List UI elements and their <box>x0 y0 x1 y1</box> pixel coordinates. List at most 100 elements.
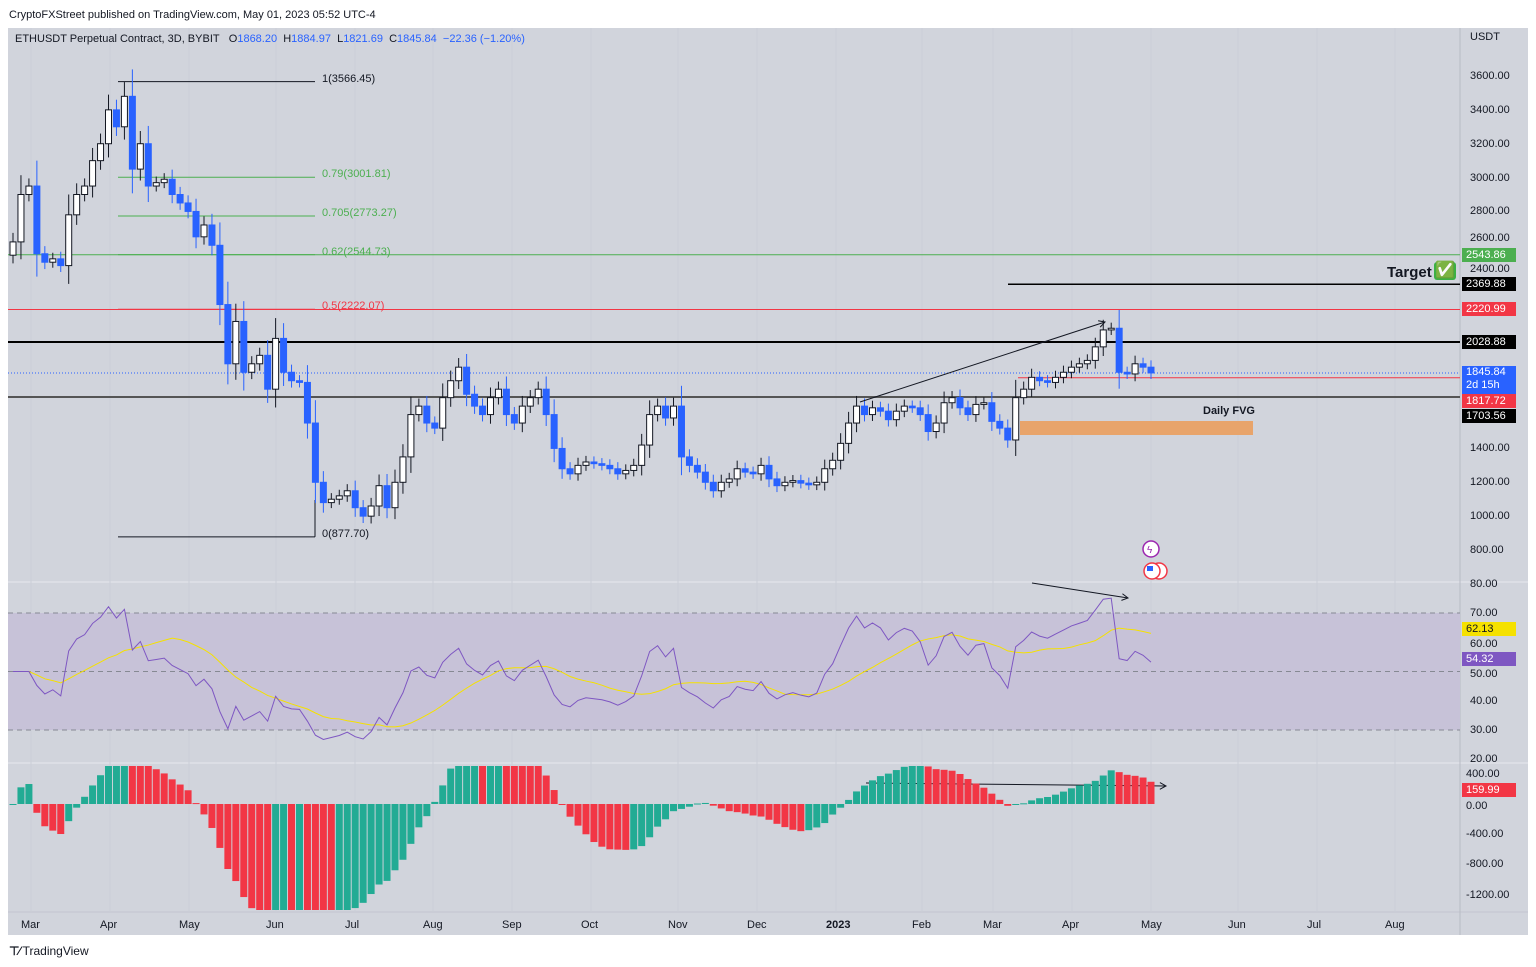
momentum-bar <box>81 796 89 804</box>
price-tag-value: 2369.88 <box>1466 278 1506 291</box>
candle <box>1012 397 1020 441</box>
fib-label: 0.79(3001.81) <box>322 168 391 181</box>
bar-countdown: 2d 15h <box>1466 378 1500 391</box>
candle <box>343 490 351 497</box>
time-tick: Feb <box>912 919 931 931</box>
price-tag-value: 1845.84 <box>1466 365 1506 378</box>
candle <box>916 407 924 416</box>
momentum-bar <box>996 799 1004 804</box>
price-tag-value: 2220.99 <box>1466 303 1506 316</box>
candle <box>932 422 940 433</box>
candle <box>757 464 765 475</box>
momentum-bar <box>415 804 423 828</box>
momentum-bar <box>391 804 399 871</box>
candle <box>773 478 781 487</box>
logo-text: TradingView <box>22 944 89 958</box>
momentum-bar <box>1091 780 1099 804</box>
flag-canton <box>1147 566 1153 571</box>
symbol-name[interactable]: ETHUSDT Perpetual Contract, 3D, BYBIT <box>15 33 220 45</box>
rsi-line <box>13 597 1152 740</box>
momentum-bar <box>757 804 765 817</box>
momentum-bar <box>1059 791 1067 804</box>
time-tick: Aug <box>1385 919 1405 931</box>
price-tag: 1703.56 <box>1462 409 1516 423</box>
change-value: −22.36 (−1.20%) <box>442 33 525 45</box>
momentum-bar <box>510 766 518 804</box>
momentum-bar <box>972 783 980 804</box>
candle <box>399 456 407 483</box>
candle <box>908 405 916 409</box>
candle <box>431 422 439 429</box>
candle <box>1052 376 1060 383</box>
price-tick: 1400.00 <box>1470 442 1510 455</box>
momentum-bar <box>295 804 303 910</box>
candle <box>415 405 423 416</box>
momentum-line-arrowhead <box>1159 782 1168 790</box>
candle <box>534 388 542 399</box>
candle <box>558 447 566 470</box>
candle <box>940 402 948 424</box>
momentum-bar <box>486 766 494 804</box>
candle <box>924 414 932 433</box>
momentum-bar <box>479 766 487 804</box>
candle <box>49 258 57 263</box>
candle <box>367 505 375 517</box>
candle <box>789 480 797 483</box>
candle <box>606 464 614 470</box>
candle <box>685 456 693 466</box>
candle <box>980 402 988 405</box>
candle <box>988 402 996 422</box>
lightning-event-icon <box>1142 540 1160 558</box>
candle <box>423 405 431 424</box>
price-tick: 1000.00 <box>1470 510 1510 523</box>
momentum-bar <box>693 803 701 805</box>
candle <box>1139 363 1147 368</box>
chart-area[interactable] <box>8 28 1528 935</box>
candle <box>168 178 176 196</box>
candle <box>542 388 550 416</box>
currency-label: USDT <box>1470 31 1500 43</box>
candle <box>463 366 471 395</box>
momentum-bar <box>566 804 574 817</box>
candle <box>876 407 884 412</box>
candle <box>670 405 678 419</box>
momentum-bar <box>200 804 208 815</box>
candle <box>200 224 208 238</box>
candle <box>1107 327 1115 331</box>
candle <box>319 481 327 504</box>
candle <box>486 397 494 416</box>
momentum-bar <box>932 769 940 804</box>
momentum-bar <box>89 785 97 804</box>
candle <box>391 481 399 509</box>
momentum-bar <box>9 804 17 805</box>
momentum-bar <box>128 766 136 804</box>
momentum-bar <box>781 804 789 828</box>
price-tick: 3200.00 <box>1470 137 1510 150</box>
momentum-bar <box>837 804 845 808</box>
time-tick: Apr <box>1062 919 1080 931</box>
momentum-bar <box>33 804 41 813</box>
candle <box>359 507 367 517</box>
momentum-bar <box>208 804 216 828</box>
tradingview-logo[interactable]: ⊤⁄ TradingView <box>9 944 89 958</box>
candle <box>327 498 335 504</box>
candle <box>104 109 112 145</box>
momentum-bar <box>654 804 662 827</box>
candle <box>813 481 821 486</box>
candle <box>741 468 749 473</box>
momentum-bar <box>717 804 725 809</box>
candle <box>160 178 168 184</box>
candle <box>17 194 25 243</box>
momentum-tick: -1200.00 <box>1466 888 1510 901</box>
time-tick: Jun <box>266 919 284 931</box>
momentum-bar <box>1012 804 1020 805</box>
momentum-tick: 400.00 <box>1466 768 1500 780</box>
rsi-value-tag: 54.32 <box>1462 652 1516 666</box>
momentum-bar <box>463 766 471 804</box>
time-tick: Sep <box>502 919 522 931</box>
candle <box>272 337 280 390</box>
rsi-ma-line <box>13 627 1152 728</box>
candle <box>1075 363 1083 368</box>
momentum-bar <box>399 804 407 860</box>
